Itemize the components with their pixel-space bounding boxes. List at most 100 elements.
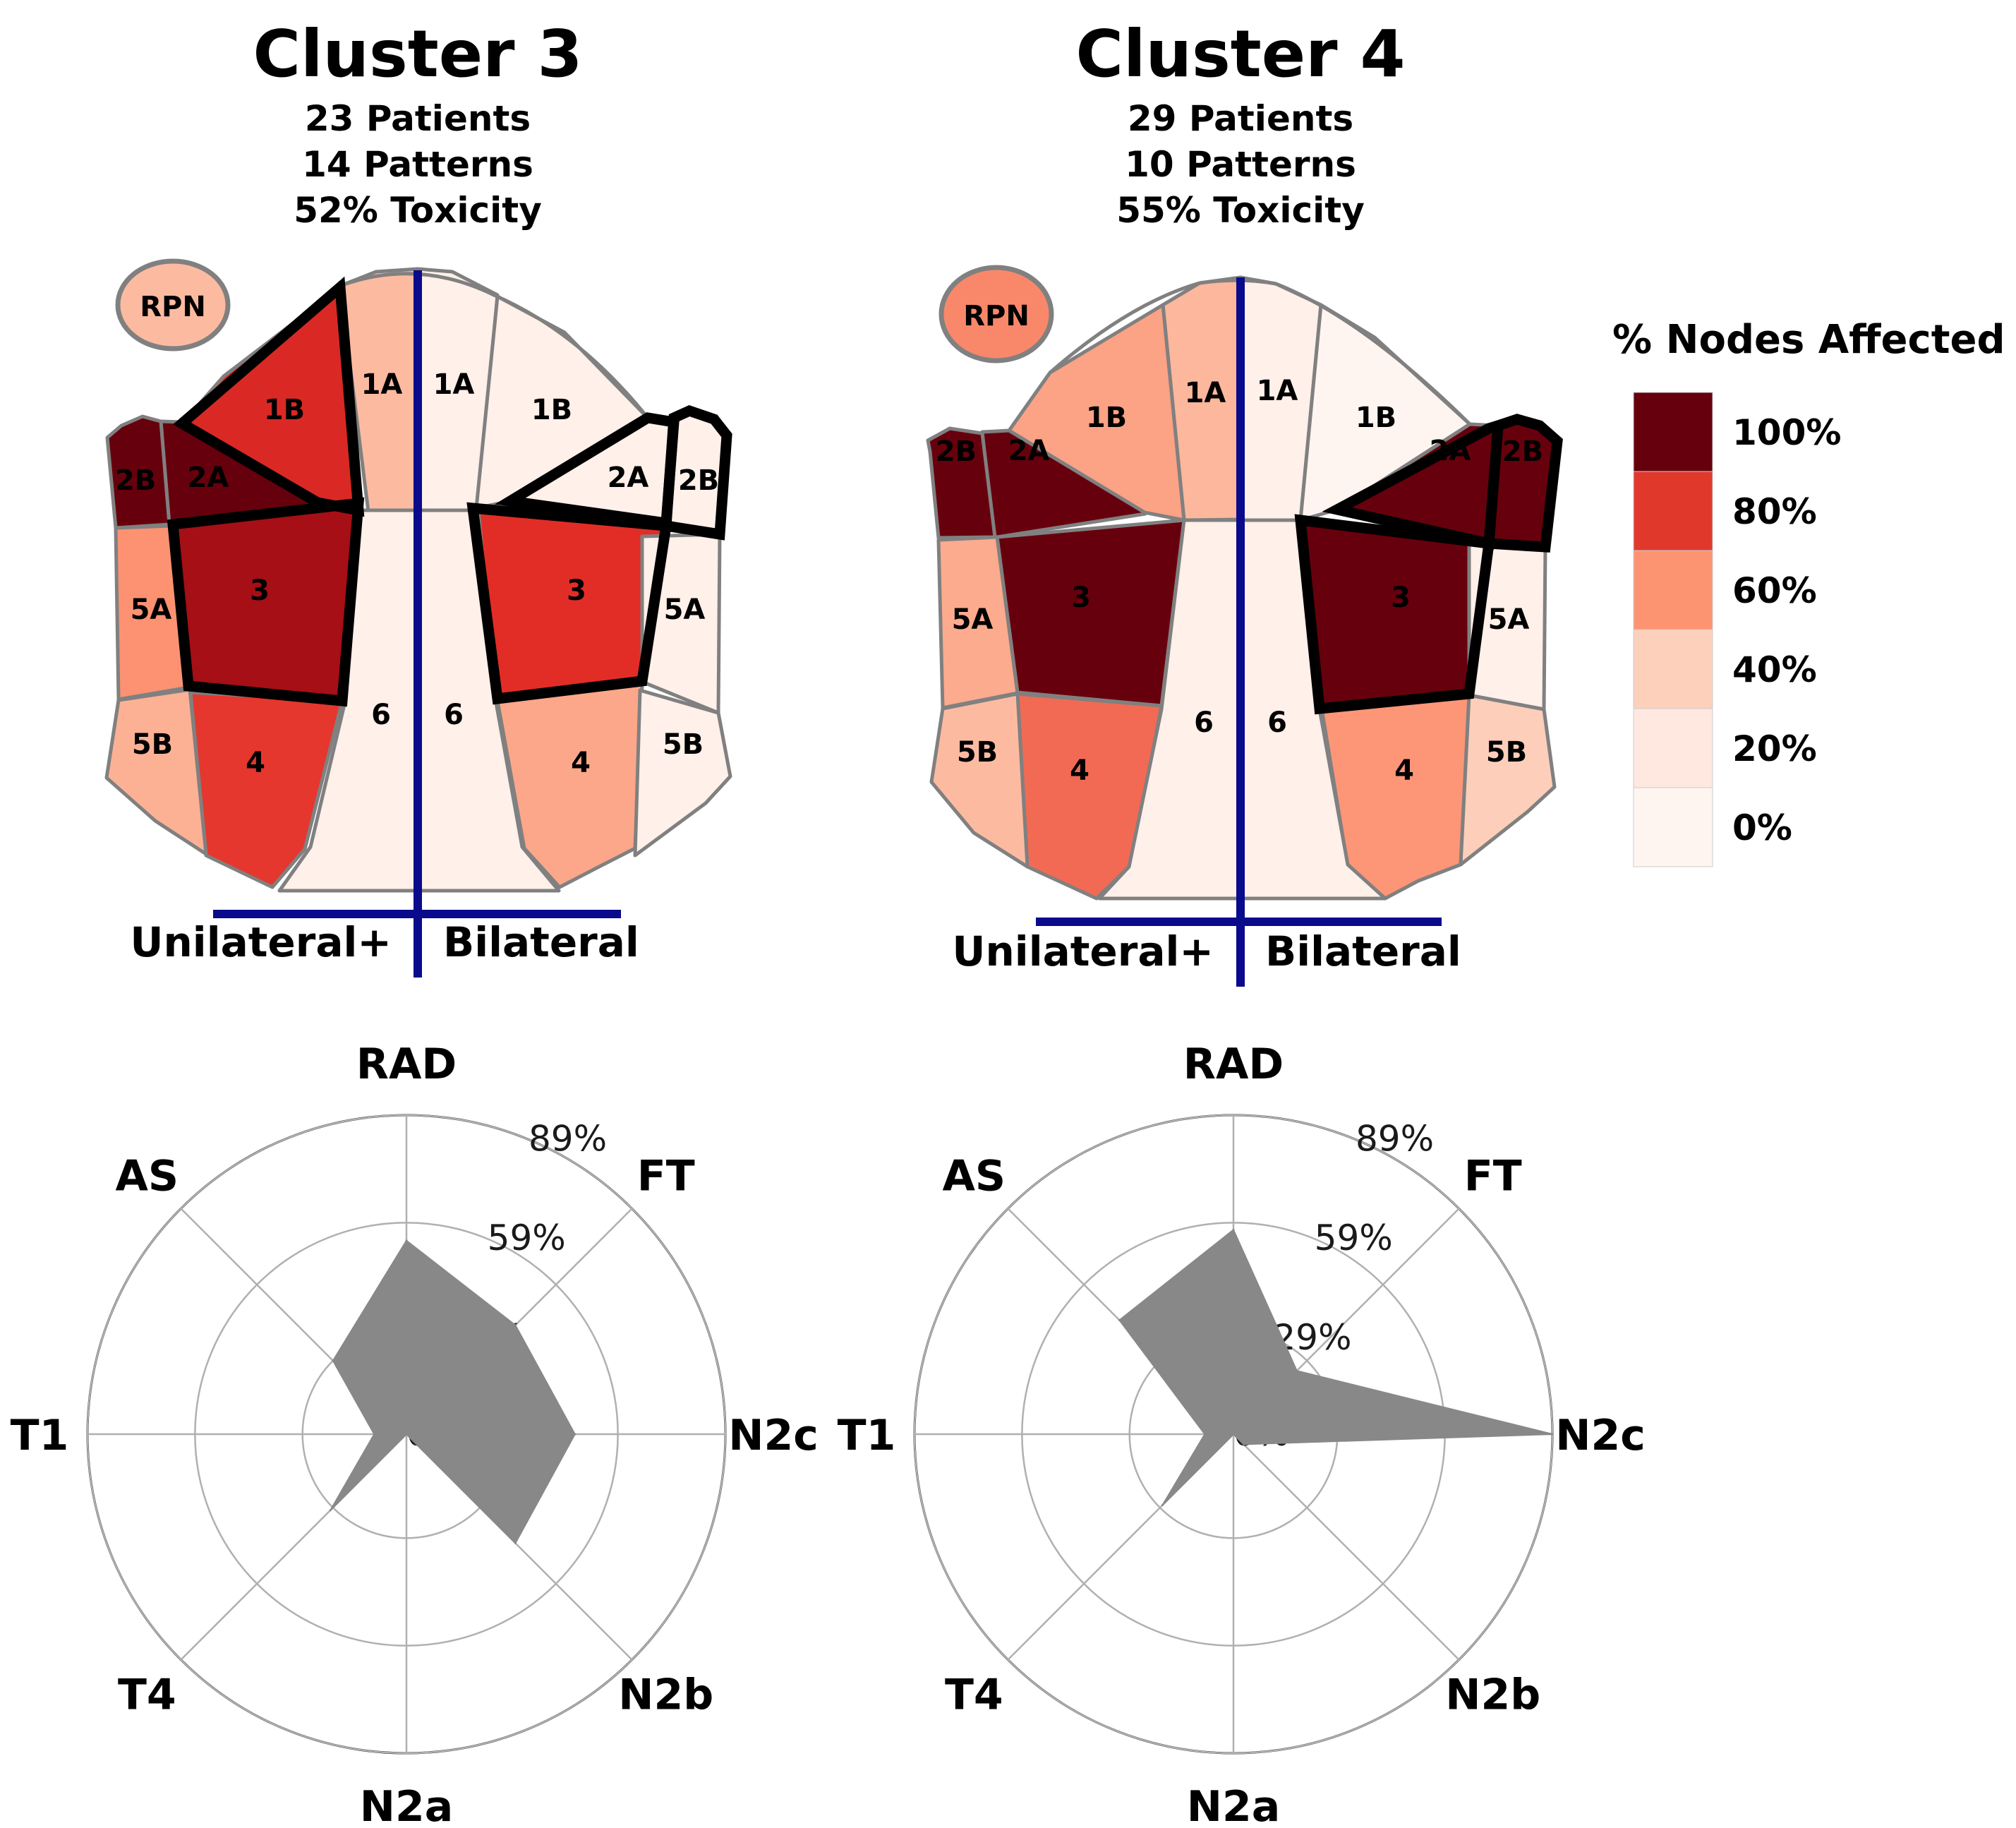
cluster-stat: 52% Toxicity: [294, 190, 542, 231]
region-label-right-1A: 1A: [433, 368, 475, 401]
legend-swatch: [1633, 629, 1713, 709]
rpn-node: [938, 265, 1054, 363]
rpn-node: [115, 258, 231, 351]
region-label-left-1B: 1B: [1086, 402, 1127, 434]
region-label-right-5B: 5B: [1486, 736, 1527, 769]
radar-tick-label: 59%: [1315, 1217, 1393, 1258]
radar-axis-label-N2c: N2c: [1555, 1411, 1646, 1460]
cluster-stat: 10 Patterns: [1125, 144, 1356, 185]
region-right-5B: [633, 688, 732, 858]
rpn-label: RPN: [963, 300, 1030, 332]
highlight-outline: [660, 404, 732, 541]
region-label-right-6: 6: [1267, 706, 1287, 739]
radar-point-AS: [1118, 1318, 1121, 1321]
legend-tick-label: 0%: [1732, 807, 1792, 848]
cluster-title: Cluster 4: [1075, 16, 1405, 92]
side-label-bilateral: Bilateral: [1265, 927, 1461, 975]
legend-tick-label: 60%: [1732, 570, 1817, 611]
radar-point-FT: [514, 1324, 517, 1327]
region-label-left-4: 4: [1070, 754, 1090, 787]
region-label-left-1A: 1A: [361, 368, 403, 401]
region-label-left-5A: 5A: [131, 594, 172, 626]
radar-tick-label: 59%: [488, 1217, 566, 1258]
region-label-right-1B: 1B: [1356, 402, 1396, 434]
cluster-stat: 23 Patients: [305, 98, 531, 139]
region-label-left-2B: 2B: [115, 464, 156, 497]
region-label-right-2A: 2A: [1430, 435, 1471, 467]
radar-point-N2b: [1242, 1443, 1245, 1445]
radar-axis-label-N2b: N2b: [1445, 1671, 1540, 1720]
region-label-right-4: 4: [1394, 754, 1414, 787]
radar-axis-label-T1: T1: [838, 1411, 896, 1460]
region-right-5B: [1459, 693, 1557, 867]
legend-tick-label: 80%: [1732, 491, 1817, 532]
radar-axis-label-N2a: N2a: [1187, 1782, 1280, 1828]
region-label-left-5B: 5B: [957, 736, 998, 769]
radar-point-T1: [373, 1433, 375, 1436]
legend-swatch: [1633, 392, 1713, 472]
region-label-left-2A: 2A: [1008, 435, 1050, 467]
nodal-map-cluster-4: Cluster 4 29 Patients 10 Patterns 55% Toxic…: [926, 16, 1563, 987]
radar-point-T4: [1161, 1504, 1164, 1507]
legend-swatch: [1633, 471, 1713, 551]
radar-axis-label-N2b: N2b: [618, 1671, 713, 1720]
region-label-left-5B: 5B: [132, 728, 173, 761]
radar-point-N2a: [1232, 1433, 1235, 1436]
legend-title: % Nodes Affected: [1612, 317, 2005, 363]
radar-point-RAD: [405, 1239, 408, 1242]
region-label-left-4: 4: [246, 747, 265, 779]
radar-point-N2b: [514, 1541, 517, 1544]
radar-point-T1: [1203, 1433, 1206, 1436]
radar-point-N2a: [405, 1433, 408, 1436]
region-label-left-1A: 1A: [1185, 377, 1226, 409]
radar-tick-label: 89%: [529, 1118, 607, 1159]
side-label-unilateral: Unilateral+: [952, 927, 1214, 975]
nodal-map-cluster-3: Cluster 3 23 Patients 14 Patterns 52% Toxic…: [104, 16, 732, 978]
cluster-title: Cluster 3: [253, 16, 582, 92]
radar-series-polygon: [1118, 1228, 1553, 1506]
region-label-right-2B: 2B: [1502, 435, 1543, 468]
region-left-5B: [104, 687, 208, 856]
region-label-right-4: 4: [571, 747, 591, 779]
legend-swatch: [1633, 787, 1713, 867]
region-boundary: [1049, 278, 1471, 426]
region-label-left-6: 6: [371, 699, 391, 731]
region-label-left-2A: 2A: [188, 462, 229, 494]
radar-axis-label-AS: AS: [942, 1151, 1006, 1201]
legend-swatch: [1633, 708, 1713, 788]
radar-axis-label-RAD: RAD: [1183, 1040, 1284, 1089]
region-label-left-3: 3: [1071, 582, 1091, 614]
region-label-right-1A: 1A: [1257, 375, 1298, 407]
region-label-left-5A: 5A: [952, 603, 994, 636]
radar-axis-label-FT: FT: [1464, 1151, 1522, 1201]
highlight-outline: [167, 497, 365, 707]
region-label-right-3: 3: [567, 575, 586, 607]
radar-point-N2c: [574, 1433, 577, 1436]
radar-axis-label-N2c: N2c: [728, 1411, 819, 1460]
region-label-left-1B: 1B: [264, 394, 305, 426]
side-label-bilateral: Bilateral: [443, 918, 639, 966]
radar-axis-label-T1: T1: [11, 1411, 69, 1460]
region-right-3: [1298, 518, 1491, 711]
region-label-right-6: 6: [444, 699, 464, 731]
radar-axis-label-T4: T4: [118, 1671, 176, 1720]
radar-point-RAD: [1232, 1229, 1235, 1232]
radar-point-T4: [329, 1509, 332, 1512]
radar-point-N2c: [1551, 1433, 1554, 1436]
legend: % Nodes Affected 100% 80% 60% 40% 20% 0%: [1612, 317, 2005, 867]
radar-axis-label-T4: T4: [945, 1671, 1003, 1720]
region-label-right-5A: 5A: [664, 594, 706, 626]
cluster-stat: 29 Patients: [1128, 98, 1353, 139]
radar-spoke: [1233, 1433, 1460, 1661]
radar-point-FT: [1296, 1369, 1298, 1372]
region-label-left-3: 3: [250, 575, 270, 607]
region-label-right-5B: 5B: [663, 728, 704, 761]
region-label-right-2A: 2A: [608, 462, 649, 494]
legend-tick-label: 100%: [1732, 412, 1841, 453]
radar-series-polygon: [330, 1239, 576, 1545]
radar-axis-label-RAD: RAD: [356, 1040, 457, 1089]
highlight-outline: [1483, 414, 1563, 553]
highlight-outline: [1294, 514, 1495, 715]
